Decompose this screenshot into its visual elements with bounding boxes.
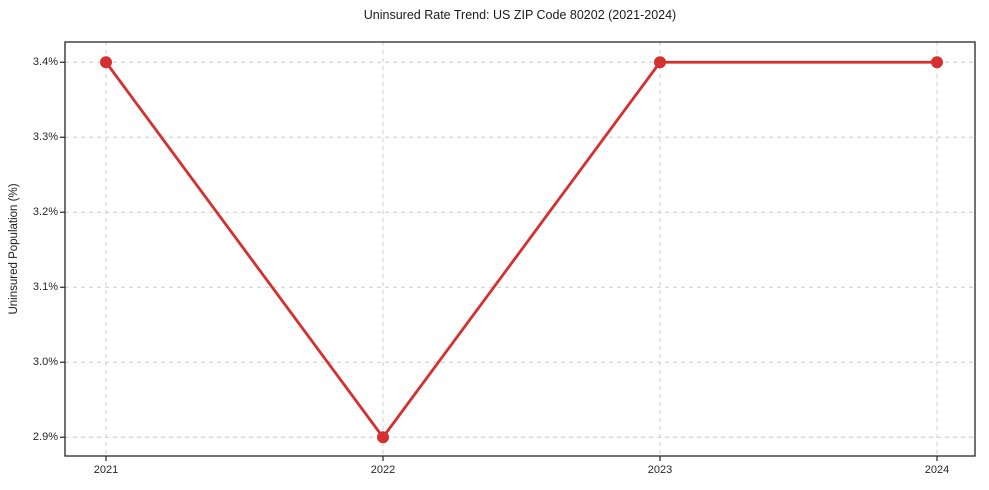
x-tick-label: 2022 [370, 464, 396, 476]
chart-title: Uninsured Rate Trend: US ZIP Code 80202 … [363, 8, 677, 22]
plot-background [65, 42, 975, 456]
data-point-marker [377, 431, 389, 444]
y-tick-label: 3.0% [32, 356, 58, 369]
y-tick-label: 2.9% [32, 431, 58, 444]
y-tick-label: 3.2% [32, 206, 58, 219]
data-point-marker [931, 56, 943, 69]
data-point-marker [100, 56, 112, 69]
trend-line [104, 60, 939, 439]
y-tick-label: 3.1% [32, 281, 58, 294]
y-tick-label: 3.3% [32, 131, 58, 144]
x-tick-label: 2021 [93, 464, 119, 476]
axis-border [64, 41, 976, 457]
y-tick-label: 3.4% [32, 56, 58, 69]
data-point-marker [654, 56, 666, 69]
x-tick-label: 2023 [647, 464, 673, 476]
x-tick-label: 2024 [924, 464, 950, 476]
